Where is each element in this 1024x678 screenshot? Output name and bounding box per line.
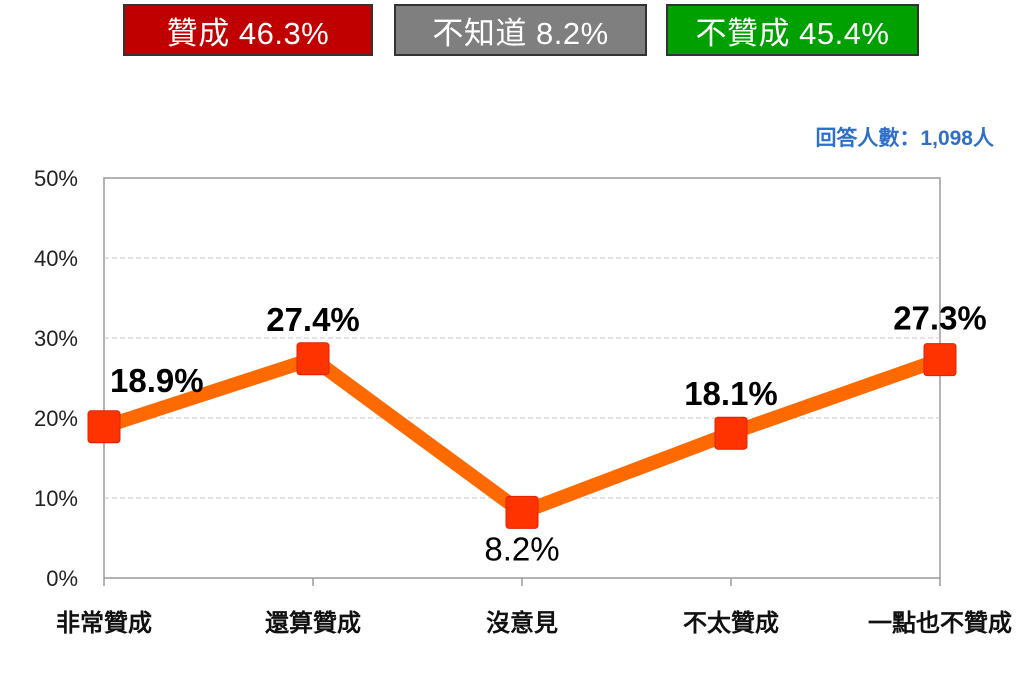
- data-point-marker: [923, 343, 957, 377]
- x-category-label: 沒意見: [486, 609, 558, 637]
- series-line: [97, 351, 947, 520]
- data-point-marker: [505, 495, 539, 529]
- data-point-marker: [296, 342, 330, 376]
- data-point-marker: [714, 416, 748, 450]
- data-label: 27.3%: [893, 300, 987, 337]
- data-label: 18.9%: [110, 362, 204, 399]
- respondent-count: 回答人數：1,098人: [815, 127, 994, 150]
- x-category-label: 非常贊成: [56, 610, 152, 637]
- x-category-label: 還算贊成: [265, 609, 361, 637]
- disagree-summary-box: 不贊成 45.4%: [666, 4, 919, 56]
- y-tick-label: 20%: [34, 406, 78, 431]
- data-label: 18.1%: [684, 375, 778, 412]
- y-tick-label: 30%: [34, 326, 78, 351]
- x-category-label: 不太贊成: [683, 610, 779, 637]
- y-tick-label: 40%: [34, 246, 78, 271]
- y-tick-label: 10%: [34, 486, 78, 511]
- data-point-marker: [87, 410, 121, 444]
- unknown-summary-box: 不知道 8.2%: [394, 4, 647, 56]
- data-label: 8.2%: [484, 530, 559, 567]
- x-category-label: 一點也不贊成: [868, 610, 1012, 637]
- data-label: 27.4%: [266, 301, 360, 338]
- y-tick-label: 50%: [34, 166, 78, 191]
- agree-summary-box: 贊成 46.3%: [123, 4, 373, 56]
- y-tick-label: 0%: [46, 566, 78, 591]
